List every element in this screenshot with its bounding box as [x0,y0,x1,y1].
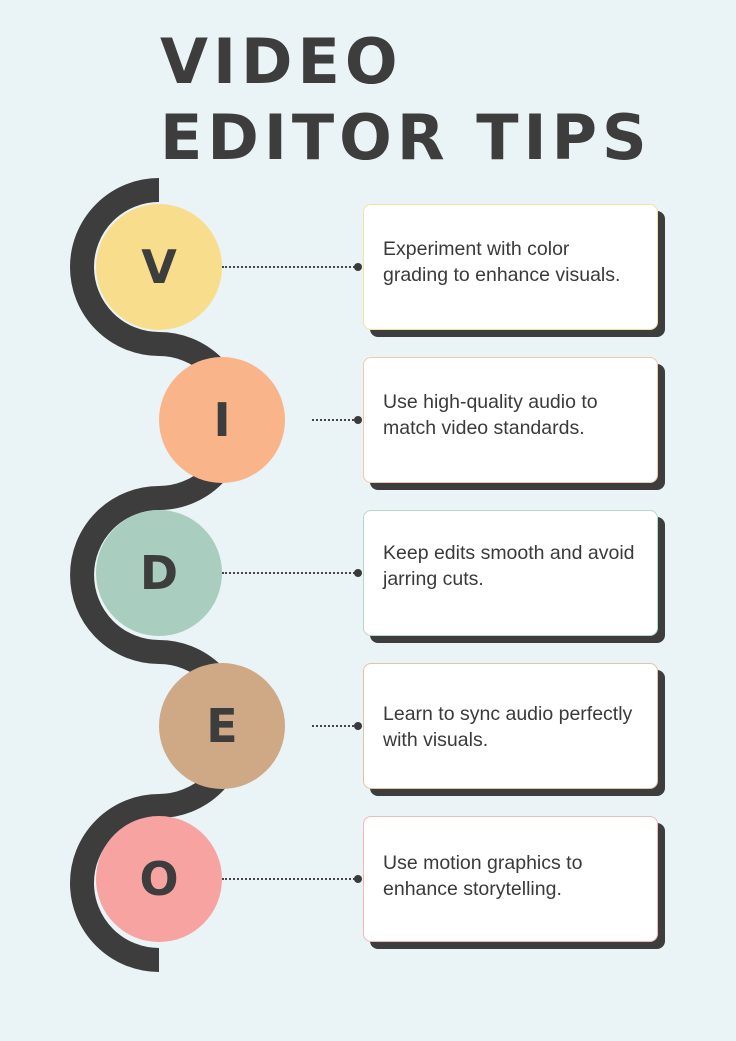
title-line-2: EDITOR TIPS [160,101,652,174]
step-letter-o: O [139,852,179,906]
snake-path [70,178,248,972]
step-letter-v: V [141,240,177,294]
tip-card-o: Use motion graphics to enhance storytell… [363,816,658,942]
connector-line-o [222,875,362,883]
tip-text-v: Experiment with color grading to enhance… [383,238,621,286]
step-circle-o: O [96,816,222,942]
tip-card-d: Keep edits smooth and avoid jarring cuts… [363,510,658,636]
step-circle-e: E [159,663,285,789]
tip-card-v: Experiment with color grading to enhance… [363,204,658,330]
page-title: VIDEO EDITOR TIPS [160,24,652,176]
connector-line-i [312,416,362,424]
tip-card-e: Learn to sync audio perfectly with visua… [363,663,658,789]
connector-line-e [312,722,362,730]
tip-card-i: Use high-quality audio to match video st… [363,357,658,483]
tip-text-e: Learn to sync audio perfectly with visua… [383,703,633,751]
step-circle-v: V [96,204,222,330]
step-letter-d: D [139,546,179,600]
title-line-1: VIDEO [160,25,403,98]
tip-text-i: Use high-quality audio to match video st… [383,391,598,439]
step-circle-i: I [159,357,285,483]
step-letter-e: E [206,699,238,753]
step-letter-i: I [213,393,231,447]
connector-line-v [222,263,362,271]
step-circle-d: D [96,510,222,636]
tip-text-o: Use motion graphics to enhance storytell… [383,852,583,900]
tip-text-d: Keep edits smooth and avoid jarring cuts… [383,542,635,590]
connector-line-d [222,569,362,577]
